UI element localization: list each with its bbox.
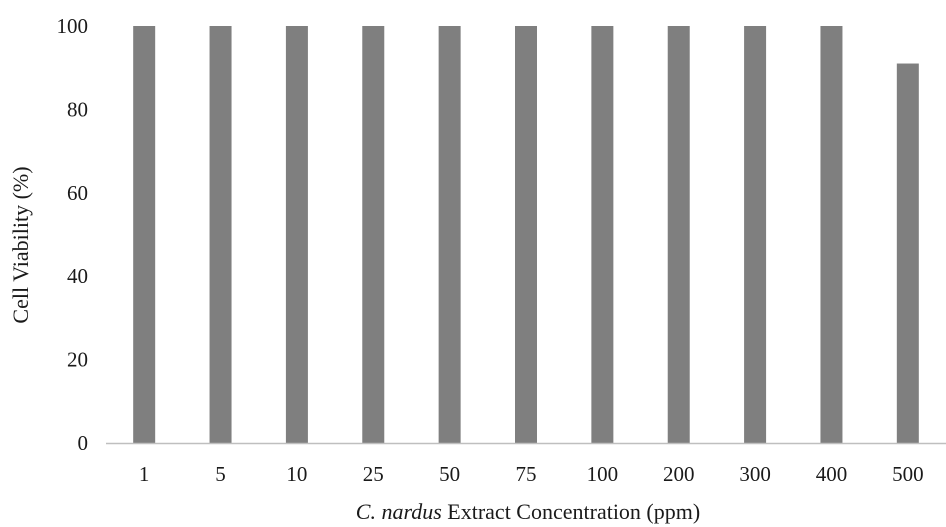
x-tick-label-5: 5 bbox=[215, 462, 226, 486]
x-tick-label-75: 75 bbox=[516, 462, 537, 486]
bar-1 bbox=[133, 26, 156, 443]
x-tick-label-100: 100 bbox=[587, 462, 619, 486]
y-tick-label: 60 bbox=[67, 181, 88, 205]
x-axis-title: C. nardus Extract Concentration (ppm) bbox=[356, 499, 700, 524]
bar-10 bbox=[285, 26, 308, 443]
bar-200 bbox=[667, 26, 690, 443]
x-tick-label-500: 500 bbox=[892, 462, 924, 486]
x-axis-title-species: C. nardus bbox=[356, 499, 442, 524]
y-axis-title: Cell Viability (%) bbox=[8, 166, 33, 323]
y-tick-label: 100 bbox=[57, 14, 89, 38]
x-tick-label-400: 400 bbox=[816, 462, 848, 486]
bar-75 bbox=[515, 26, 537, 443]
bar-100 bbox=[591, 26, 614, 443]
bar-300 bbox=[744, 26, 767, 443]
y-tick-label: 80 bbox=[67, 97, 88, 121]
bar-50 bbox=[438, 26, 461, 443]
x-axis-title-rest: Extract Concentration (ppm) bbox=[442, 499, 700, 524]
x-tick-label-300: 300 bbox=[739, 462, 771, 486]
x-tick-label-25: 25 bbox=[363, 462, 384, 486]
bars bbox=[133, 26, 919, 443]
x-tick-label-1: 1 bbox=[139, 462, 150, 486]
y-axis-ticks: 0 20 40 60 80 100 bbox=[57, 14, 89, 455]
x-tick-label-10: 10 bbox=[286, 462, 307, 486]
y-tick-label: 0 bbox=[78, 431, 89, 455]
y-tick-label: 40 bbox=[67, 264, 88, 288]
bar-5 bbox=[209, 26, 232, 443]
y-tick-label: 20 bbox=[67, 348, 88, 372]
x-axis-ticks: 1 5 10 25 50 75 100 200 300 400 500 bbox=[139, 462, 924, 486]
bar-400 bbox=[820, 26, 843, 443]
x-tick-label-50: 50 bbox=[439, 462, 460, 486]
bar-25 bbox=[362, 26, 385, 443]
bar-500 bbox=[896, 63, 919, 443]
x-tick-label-200: 200 bbox=[663, 462, 695, 486]
